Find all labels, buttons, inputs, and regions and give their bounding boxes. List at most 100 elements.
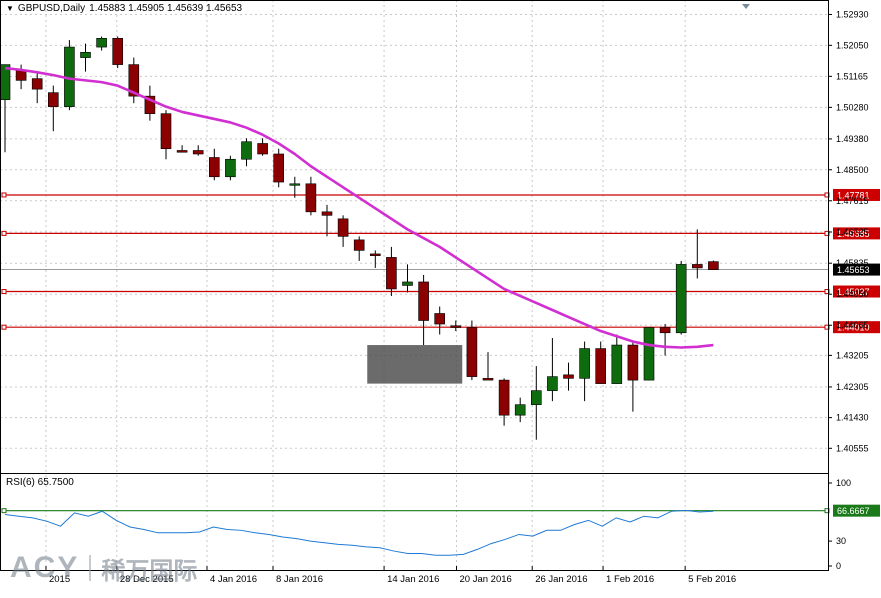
candles-layer: [0, 36, 719, 440]
y-tick-label: 1.46725: [836, 227, 869, 237]
y-tick-label: 1.50280: [836, 102, 869, 112]
x-tick-label: 5 Feb 2016: [688, 574, 736, 585]
y-tick-label: 1.43205: [836, 350, 869, 360]
y-tick-label: 1.41430: [836, 413, 869, 423]
level-handle-left[interactable]: [1, 192, 7, 198]
current-price-label: 1.45653: [837, 265, 870, 275]
candle-body: [691, 264, 703, 269]
level-price-tag: [833, 188, 880, 201]
level-price-label: 1.46685: [837, 229, 870, 239]
acy-watermark: ACY 稀万国际: [10, 551, 197, 585]
rsi-y-tick-label: 100: [836, 478, 851, 488]
rsi-level-tag: [833, 504, 880, 517]
y-tick-label: 1.44065: [836, 320, 869, 330]
chart-shift-marker-icon[interactable]: [742, 4, 750, 9]
candle-body: [643, 327, 655, 381]
candle-body: [418, 281, 429, 321]
y-tick-label: 1.52050: [836, 40, 869, 50]
rsi-y-tick-label: 30: [836, 536, 846, 546]
candle-body: [337, 218, 349, 237]
candle-body: [402, 281, 413, 286]
candle-body: [176, 150, 188, 153]
y-tick-label: 1.48500: [836, 165, 869, 175]
y-tick-label: 1.52930: [836, 9, 869, 19]
candle-body: [80, 52, 91, 58]
level-price-label: 1.45027: [837, 287, 870, 297]
candle-body: [305, 183, 317, 213]
candle-body: [627, 344, 639, 381]
level-price-label: 1.47781: [837, 190, 870, 200]
collapse-triangle-icon[interactable]: ▼: [6, 4, 14, 13]
rsi-line: [4, 509, 714, 556]
rsi-header: RSI(6) 65.7500: [6, 477, 74, 488]
candle-body: [353, 239, 365, 251]
candle-body: [96, 38, 107, 48]
candle-body: [563, 374, 574, 379]
candle-body: [0, 64, 11, 100]
rsi-level-label: 66.6667: [837, 506, 870, 516]
y-tick-label: 1.49380: [836, 134, 869, 144]
candle-body: [450, 325, 462, 328]
candle-body: [386, 257, 397, 290]
candle-body: [31, 78, 43, 90]
x-tick-label: 2015: [49, 574, 70, 585]
moving-average-line: [4, 66, 714, 349]
watermark-logo-text: ACY: [10, 551, 80, 584]
y-tick-label: 1.40555: [836, 443, 869, 453]
y-tick-label: 1.44950: [836, 289, 869, 299]
x-tick-label: 14 Jan 2016: [387, 574, 439, 585]
candle-body: [273, 153, 285, 183]
candle-body: [192, 150, 204, 155]
candle-body: [595, 348, 607, 384]
symbol-header: ▼ GBPUSD,Daily 1.45883 1.45905 1.45639 1…: [6, 3, 242, 14]
level-handle-left[interactable]: [1, 230, 7, 236]
candle-body: [144, 95, 156, 114]
candle-body: [675, 264, 687, 334]
candle-body: [128, 64, 140, 97]
rsi-y-tick-label: 0: [836, 561, 841, 571]
x-tick-label: 1 Feb 2016: [606, 574, 654, 585]
candle-body: [160, 113, 172, 150]
y-tick-label: 1.45835: [836, 258, 869, 268]
level-price-tag: [833, 321, 880, 334]
shaded-zone-layer: [367, 345, 463, 384]
candle-body: [514, 404, 526, 416]
grid-lines: [0, 0, 828, 566]
candle-body: [547, 376, 558, 391]
x-tick-label: 4 Jan 2016: [210, 574, 257, 585]
candle-body: [47, 92, 59, 107]
y-tick-label: 1.47615: [836, 196, 869, 206]
candle-body: [579, 348, 590, 379]
shaded-zone: [367, 345, 463, 384]
x-tick-label: 28 Dec 2015: [120, 574, 174, 585]
level-price-tag: [833, 285, 880, 298]
candle-body: [321, 211, 333, 216]
candle-body: [530, 390, 542, 405]
x-tick-label: 26 Jan 2016: [535, 574, 587, 585]
candle-body: [112, 38, 123, 65]
x-tick-label: 20 Jan 2016: [460, 574, 512, 585]
candle-body: [466, 327, 478, 377]
candle-body: [209, 157, 220, 178]
candle-body: [241, 141, 252, 160]
candle-body: [257, 143, 268, 155]
y-tick-label: 1.42305: [836, 382, 869, 392]
axes-layer: 1.52930 1.52050 1.51165 1.50280 1.49380 1.485…: [0, 0, 869, 585]
level-price-tag: [833, 227, 880, 240]
moving-average-layer: [4, 66, 714, 349]
candle-body: [498, 379, 510, 416]
rsi-level-handle-left[interactable]: [1, 508, 7, 514]
candle-body: [369, 253, 381, 256]
current-price-tag: [833, 263, 880, 276]
symbol-name: GBPUSD,Daily: [17, 3, 86, 14]
level-handle-left[interactable]: [1, 289, 7, 295]
y-tick-label: 1.51165: [836, 71, 868, 81]
level-handle-left[interactable]: [1, 324, 7, 330]
rsi-layer: 66.6667: [1, 504, 880, 556]
watermark-divider: [89, 555, 92, 581]
candle-body: [482, 378, 494, 381]
plot-frame: [0, 0, 829, 571]
ohlc-values: 1.45883 1.45905 1.45639 1.45653: [89, 3, 243, 14]
